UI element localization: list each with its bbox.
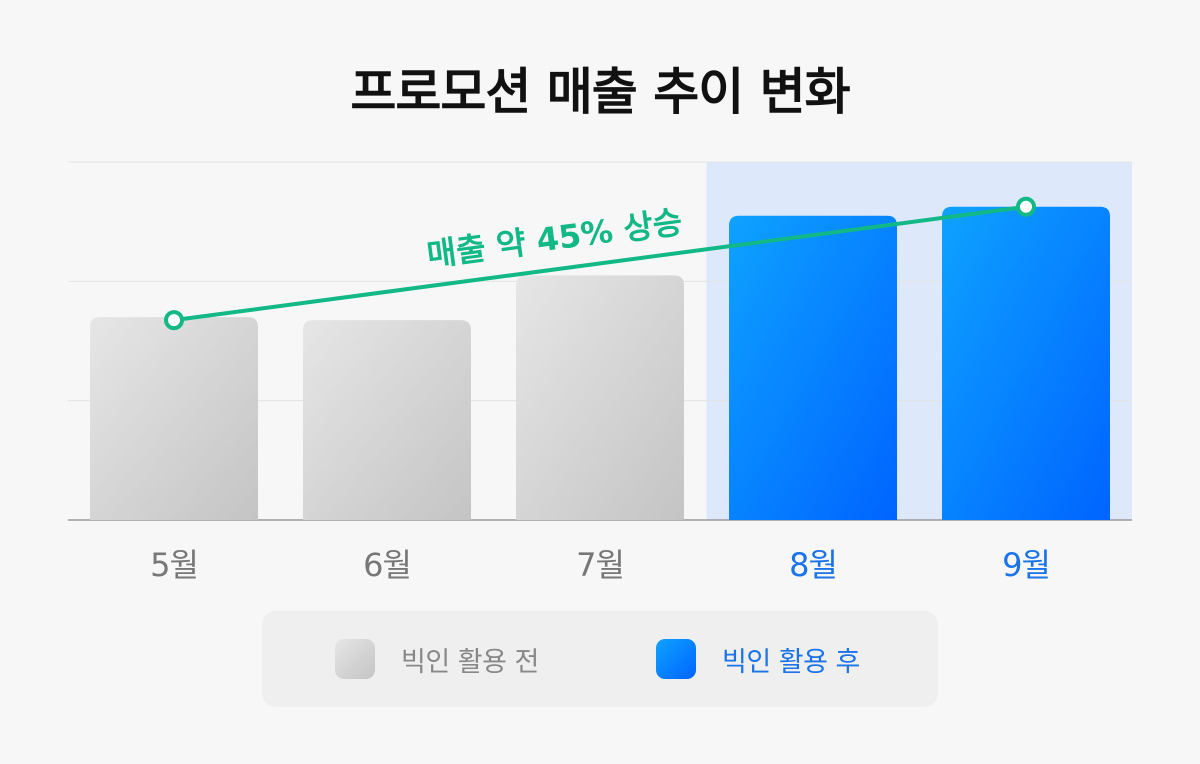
bar-7월 bbox=[516, 275, 684, 520]
trend-annotation: 매출 약 45% 상승 bbox=[425, 203, 685, 275]
chart-title: 프로모션 매출 추이 변화 bbox=[350, 63, 850, 121]
x-tick-label: 5월 bbox=[150, 546, 199, 584]
bar-8월 bbox=[729, 215, 897, 520]
trend-line bbox=[172, 204, 1028, 323]
trend-point bbox=[1016, 196, 1036, 217]
legend: 빅인 활용 전 빅인 활용 후 bbox=[262, 611, 938, 707]
x-tick-label: 8월 bbox=[789, 546, 838, 584]
trend-point bbox=[164, 310, 184, 331]
legend-item-after: 빅인 활용 후 bbox=[656, 639, 860, 679]
legend-item-before: 빅인 활용 전 bbox=[335, 639, 539, 679]
bar-6월 bbox=[303, 320, 471, 520]
legend-label-after: 빅인 활용 후 bbox=[722, 646, 860, 678]
bar-9월 bbox=[942, 206, 1110, 520]
x-tick-label: 9월 bbox=[1002, 546, 1051, 584]
legend-swatch-before bbox=[335, 639, 375, 679]
x-tick-label: 6월 bbox=[363, 546, 412, 584]
legend-swatch-after bbox=[656, 639, 696, 679]
x-tick-label: 7월 bbox=[576, 546, 625, 584]
legend-label-before: 빅인 활용 전 bbox=[401, 646, 539, 678]
bar-5월 bbox=[90, 317, 258, 520]
